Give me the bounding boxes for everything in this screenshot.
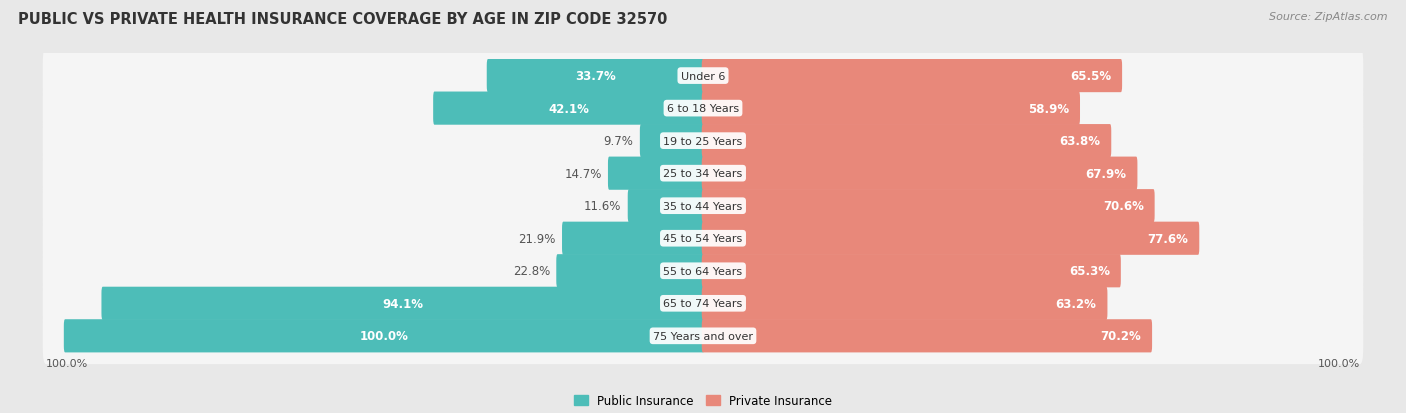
FancyBboxPatch shape (562, 222, 704, 255)
Text: 65 to 74 Years: 65 to 74 Years (664, 299, 742, 309)
FancyBboxPatch shape (433, 92, 704, 126)
Text: 70.6%: 70.6% (1102, 200, 1144, 213)
Text: Under 6: Under 6 (681, 71, 725, 81)
FancyBboxPatch shape (42, 275, 1364, 332)
Text: 100.0%: 100.0% (360, 330, 409, 342)
Text: 94.1%: 94.1% (382, 297, 423, 310)
Text: 22.8%: 22.8% (513, 265, 550, 278)
Text: Source: ZipAtlas.com: Source: ZipAtlas.com (1270, 12, 1388, 22)
Text: 65.3%: 65.3% (1069, 265, 1109, 278)
Text: 63.8%: 63.8% (1059, 135, 1101, 148)
Text: 14.7%: 14.7% (564, 167, 602, 180)
FancyBboxPatch shape (42, 113, 1364, 169)
Text: 100.0%: 100.0% (1317, 358, 1360, 368)
FancyBboxPatch shape (42, 210, 1364, 267)
Legend: Public Insurance, Private Insurance: Public Insurance, Private Insurance (574, 394, 832, 407)
FancyBboxPatch shape (42, 81, 1364, 137)
FancyBboxPatch shape (702, 320, 1152, 353)
FancyBboxPatch shape (486, 60, 704, 93)
Text: 6 to 18 Years: 6 to 18 Years (666, 104, 740, 114)
FancyBboxPatch shape (702, 92, 1080, 126)
Text: 25 to 34 Years: 25 to 34 Years (664, 169, 742, 179)
Text: 75 Years and over: 75 Years and over (652, 331, 754, 341)
FancyBboxPatch shape (702, 125, 1111, 158)
FancyBboxPatch shape (42, 308, 1364, 364)
Text: 55 to 64 Years: 55 to 64 Years (664, 266, 742, 276)
FancyBboxPatch shape (702, 60, 1122, 93)
Text: 67.9%: 67.9% (1085, 167, 1126, 180)
FancyBboxPatch shape (702, 157, 1137, 190)
Text: 11.6%: 11.6% (583, 200, 621, 213)
FancyBboxPatch shape (42, 178, 1364, 235)
Text: 63.2%: 63.2% (1056, 297, 1097, 310)
Text: 77.6%: 77.6% (1147, 232, 1188, 245)
FancyBboxPatch shape (557, 254, 704, 287)
Text: 21.9%: 21.9% (519, 232, 555, 245)
Text: 33.7%: 33.7% (575, 70, 616, 83)
FancyBboxPatch shape (702, 254, 1121, 287)
Text: PUBLIC VS PRIVATE HEALTH INSURANCE COVERAGE BY AGE IN ZIP CODE 32570: PUBLIC VS PRIVATE HEALTH INSURANCE COVER… (18, 12, 668, 27)
FancyBboxPatch shape (42, 145, 1364, 202)
FancyBboxPatch shape (702, 190, 1154, 223)
FancyBboxPatch shape (607, 157, 704, 190)
Text: 58.9%: 58.9% (1028, 102, 1069, 115)
FancyBboxPatch shape (640, 125, 704, 158)
Text: 35 to 44 Years: 35 to 44 Years (664, 201, 742, 211)
Text: 100.0%: 100.0% (46, 358, 89, 368)
FancyBboxPatch shape (63, 320, 704, 353)
Text: 42.1%: 42.1% (548, 102, 589, 115)
Text: 45 to 54 Years: 45 to 54 Years (664, 234, 742, 244)
FancyBboxPatch shape (702, 287, 1108, 320)
Text: 9.7%: 9.7% (603, 135, 634, 148)
FancyBboxPatch shape (702, 222, 1199, 255)
FancyBboxPatch shape (627, 190, 704, 223)
Text: 70.2%: 70.2% (1101, 330, 1142, 342)
Text: 19 to 25 Years: 19 to 25 Years (664, 136, 742, 146)
FancyBboxPatch shape (101, 287, 704, 320)
FancyBboxPatch shape (42, 48, 1364, 104)
FancyBboxPatch shape (42, 243, 1364, 299)
Text: 65.5%: 65.5% (1070, 70, 1111, 83)
